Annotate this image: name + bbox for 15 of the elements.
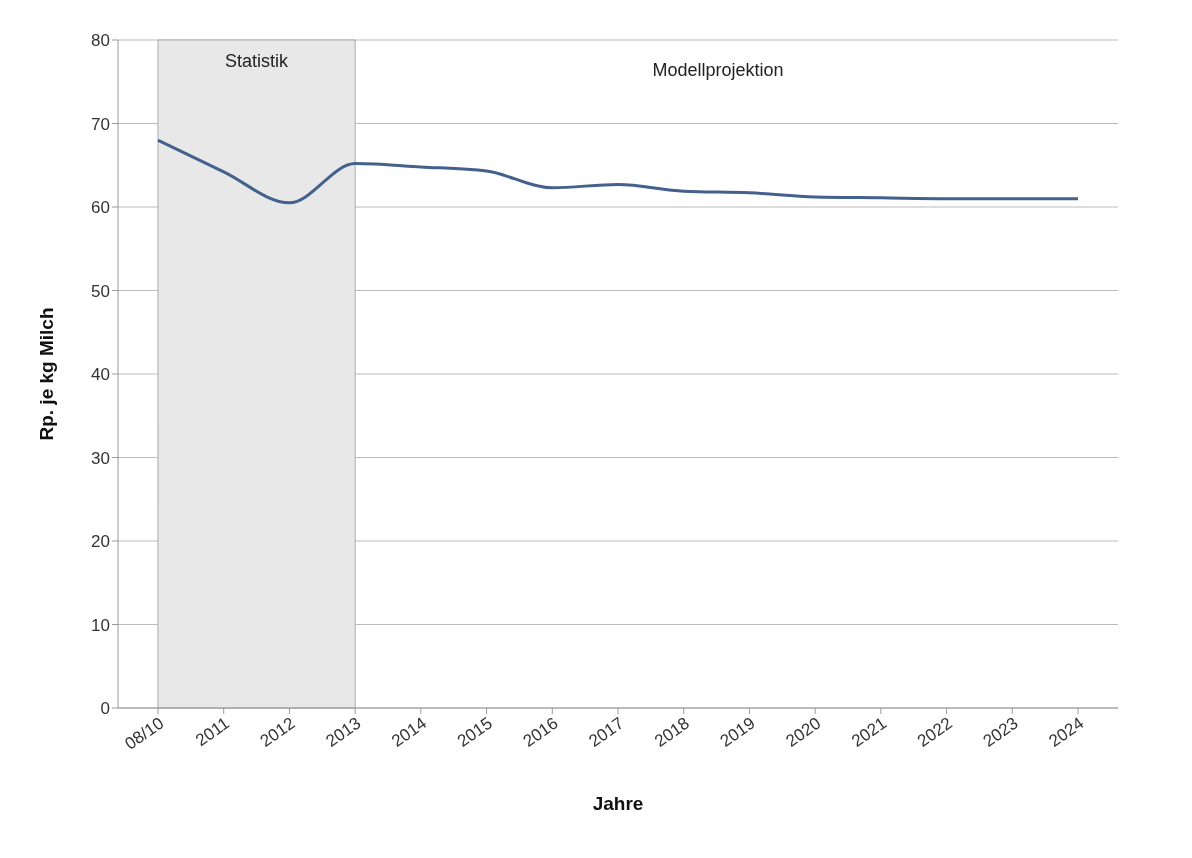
y-tick-label: 60 [91,198,110,218]
y-tick-label: 70 [91,114,110,134]
y-tick-label: 40 [91,365,110,385]
y-tick-label: 0 [100,699,110,719]
band-label: Statistik [225,50,290,71]
x-tick-label: 2011 [192,713,233,751]
line-series [156,138,1080,205]
y-tick-label: 10 [91,615,110,635]
y-axis-title: Rp. je kg Milch [35,307,57,441]
x-axis-title: Jahre [592,793,644,814]
y-tick-label: 20 [91,532,110,552]
y-tick-label: 50 [91,281,110,301]
y-tick-label: 30 [91,448,110,468]
y-tick-label: 80 [91,31,110,51]
annotation: Modellprojektion [651,60,785,81]
